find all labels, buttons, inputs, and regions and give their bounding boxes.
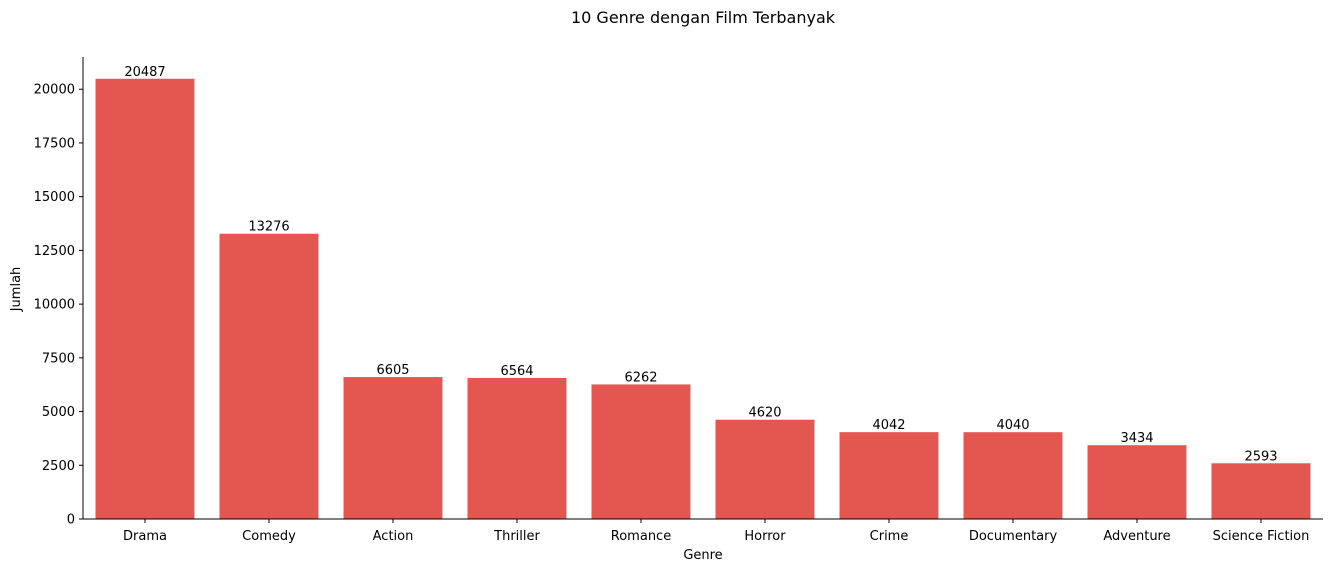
- bar-thriller: [467, 377, 567, 519]
- bar-value-label: 4042: [872, 418, 905, 433]
- x-tick-label: Crime: [870, 529, 909, 544]
- bar-value-label: 13276: [248, 220, 289, 235]
- y-tick-label: 10000: [34, 298, 75, 313]
- x-tick-label: Drama: [123, 529, 167, 544]
- bar-value-label: 4620: [748, 406, 781, 421]
- y-tick-label: 2500: [42, 459, 75, 474]
- bar-crime: [839, 432, 939, 519]
- y-tick-label: 12500: [34, 244, 75, 259]
- x-tick-label: Thriller: [493, 529, 540, 544]
- x-tick-label: Romance: [611, 529, 671, 544]
- bar-romance: [591, 384, 691, 519]
- chart-title: 10 Genre dengan Film Terbanyak: [571, 8, 836, 27]
- bar-value-label: 20487: [124, 65, 165, 80]
- bar-horror: [715, 419, 815, 519]
- y-tick-label: 7500: [42, 351, 75, 366]
- bar-action: [343, 377, 443, 519]
- bar-value-label: 2593: [1244, 449, 1277, 464]
- x-tick-label: Horror: [744, 529, 786, 544]
- bar-drama: [95, 78, 195, 519]
- x-tick-label: Action: [373, 529, 414, 544]
- bars-group: [95, 78, 1311, 519]
- bar-value-label: 6564: [500, 364, 533, 379]
- x-tick-label: Adventure: [1103, 529, 1170, 544]
- bar-adventure: [1087, 445, 1187, 519]
- y-axis-label: Jumlah: [9, 267, 24, 313]
- x-tick-label: Comedy: [242, 529, 296, 544]
- y-axis-ticks: 0 2500 5000 7500 10000 12500 15000 17500 20000: [34, 83, 83, 528]
- y-tick-label: 5000: [42, 405, 75, 420]
- y-tick-label: 17500: [34, 136, 75, 151]
- y-tick-label: 15000: [34, 190, 75, 205]
- bar-value-label: 4040: [996, 418, 1029, 433]
- bar-value-label: 3434: [1120, 431, 1153, 446]
- bar-value-label: 6262: [624, 370, 657, 385]
- x-tick-label: Science Fiction: [1213, 529, 1310, 544]
- x-axis-label: Genre: [683, 548, 722, 563]
- bar-documentary: [963, 432, 1063, 519]
- bar-value-label: 6605: [376, 363, 409, 378]
- x-tick-label: Documentary: [969, 529, 1058, 544]
- bar-value-labels: 20487 13276 6605 6564 6262 4620 4042 4040 3434 25…: [124, 65, 1277, 465]
- y-tick-label: 20000: [34, 83, 75, 98]
- bar-science-fiction: [1211, 463, 1311, 519]
- y-tick-label: 0: [67, 513, 75, 528]
- bar-comedy: [219, 233, 319, 519]
- x-axis-ticks: Drama Comedy Action Thriller Romance Horror Cr…: [123, 519, 1309, 544]
